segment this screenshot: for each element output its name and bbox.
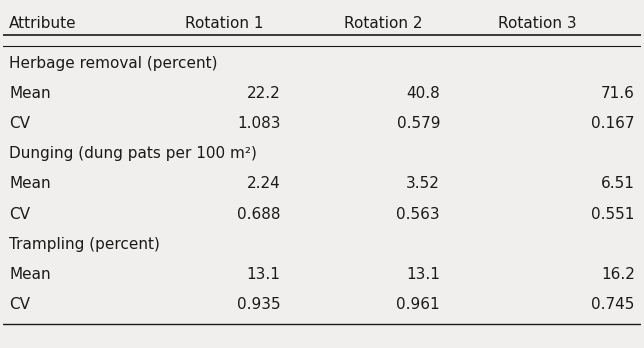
Text: Rotation 3: Rotation 3	[498, 16, 576, 31]
Text: 13.1: 13.1	[406, 267, 440, 282]
Text: 0.961: 0.961	[397, 297, 440, 312]
Text: 0.167: 0.167	[591, 116, 635, 131]
Text: Dunging (dung pats per 100 m²): Dunging (dung pats per 100 m²)	[9, 146, 257, 161]
Text: Rotation 2: Rotation 2	[345, 16, 423, 31]
Text: Rotation 1: Rotation 1	[185, 16, 263, 31]
Text: 13.1: 13.1	[247, 267, 281, 282]
Text: CV: CV	[9, 297, 30, 312]
Text: 40.8: 40.8	[406, 86, 440, 101]
Text: 0.688: 0.688	[237, 206, 281, 222]
Text: 1.083: 1.083	[237, 116, 281, 131]
Text: 22.2: 22.2	[247, 86, 281, 101]
Text: Attribute: Attribute	[9, 16, 77, 31]
Text: CV: CV	[9, 116, 30, 131]
Text: 0.579: 0.579	[397, 116, 440, 131]
Text: Trampling (percent): Trampling (percent)	[9, 237, 160, 252]
Text: CV: CV	[9, 206, 30, 222]
Text: 0.935: 0.935	[237, 297, 281, 312]
Text: 0.551: 0.551	[591, 206, 635, 222]
Text: Mean: Mean	[9, 86, 51, 101]
Text: Herbage removal (percent): Herbage removal (percent)	[9, 56, 218, 71]
Text: Mean: Mean	[9, 267, 51, 282]
Text: 2.24: 2.24	[247, 176, 281, 191]
Text: 71.6: 71.6	[601, 86, 635, 101]
Text: Mean: Mean	[9, 176, 51, 191]
Text: 16.2: 16.2	[601, 267, 635, 282]
Text: 0.563: 0.563	[397, 206, 440, 222]
Text: 0.745: 0.745	[591, 297, 635, 312]
Text: 6.51: 6.51	[601, 176, 635, 191]
Text: 3.52: 3.52	[406, 176, 440, 191]
